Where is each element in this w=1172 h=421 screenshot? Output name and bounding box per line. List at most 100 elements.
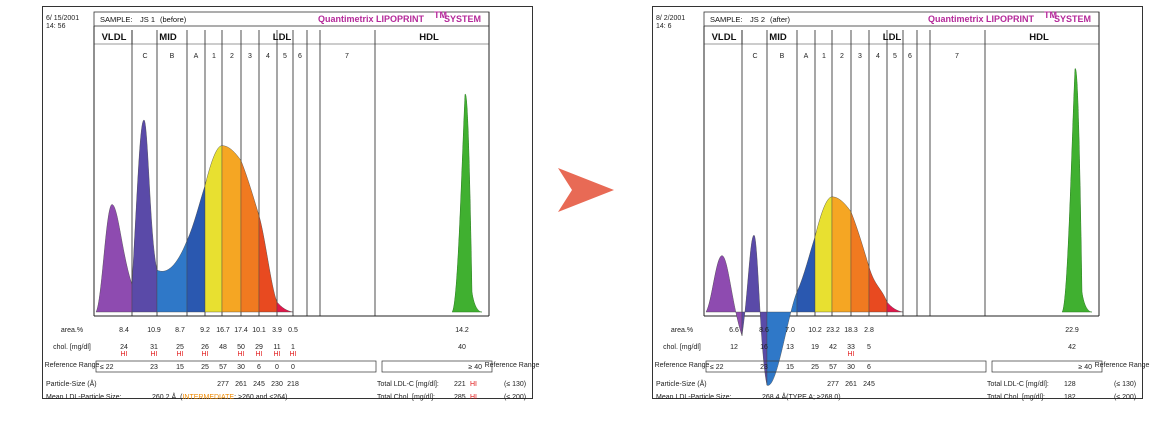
report-frame — [652, 6, 1143, 399]
chol-hi-flag: HI — [290, 351, 297, 358]
subfraction-area — [131, 119, 158, 313]
subfraction-label: 3 — [858, 53, 862, 60]
chol-hi-flag: HI — [202, 351, 209, 358]
subfraction-label: 6 — [298, 53, 302, 60]
ref-value: 30 — [237, 364, 245, 371]
area-value: 8.6 — [759, 327, 769, 334]
total-chol-flag: HI — [470, 394, 477, 401]
particle-size: 245 — [863, 381, 875, 388]
ref-value: 15 — [176, 364, 184, 371]
mean-size-value: 268.4 Å — [762, 392, 786, 401]
subfraction-label: 4 — [266, 53, 270, 60]
total-chol-value: 285 — [454, 394, 466, 401]
ref-le: ≤ 22 — [100, 364, 114, 371]
chol-value: 31 — [150, 344, 158, 351]
row-label-particle: Particle-Size (Å) — [656, 379, 707, 388]
total-chol-value: 182 — [1064, 394, 1076, 401]
arrow-shape — [558, 168, 614, 212]
chol-value: 13 — [786, 344, 794, 351]
chol-value: 16 — [760, 344, 768, 351]
ref-range-box — [95, 360, 377, 373]
sample-state: (after) — [770, 15, 791, 24]
row-label-ref: Reference Range — [45, 362, 100, 369]
row-label-mean: Mean LDL-Particle Size: — [656, 394, 732, 401]
mean-size-line: 260.2 Å (INTERMEDIATE: >260 and <264) — [152, 392, 287, 401]
hdl-area-value: 22.9 — [1065, 327, 1079, 334]
subfraction-label: 7 — [345, 53, 349, 60]
chol-value: 48 — [219, 344, 227, 351]
area-value: 10.1 — [252, 327, 266, 334]
row-label-mean: Mean LDL-Particle Size: — [46, 394, 122, 401]
subfraction-label: 5 — [283, 53, 287, 60]
area-value: 10.2 — [808, 327, 822, 334]
chol-hi-flag: HI — [256, 351, 263, 358]
sample-state: (before) — [160, 15, 187, 24]
transition-arrow-icon — [558, 168, 614, 212]
group-ldl: LDL — [273, 32, 292, 43]
brand-name: Quantimetrix LIPOPRINT — [928, 14, 1035, 24]
mean-type: (TYPE A; ≥268.0) — [786, 394, 840, 401]
brand-tm: TM — [434, 10, 447, 20]
total-chol-label: Total Chol. [mg/dl]: — [377, 394, 435, 401]
total-ldl-value: 221 — [454, 381, 466, 388]
group-ldl: LDL — [883, 32, 902, 43]
chol-value: 12 — [730, 344, 738, 351]
chol-value: 11 — [273, 344, 280, 351]
row-label-particle: Particle-Size (Å) — [46, 379, 97, 388]
ref-value: 25 — [811, 364, 819, 371]
subfraction-label: A — [804, 53, 809, 60]
group-mid: MID — [159, 32, 177, 43]
row-label-area: area.% — [61, 327, 83, 334]
sample-name: JS 1 — [140, 15, 155, 24]
group-mid: MID — [769, 32, 787, 43]
group-vldl: VLDL — [712, 32, 737, 43]
mean-size-line: 268.4 Å(TYPE A; ≥268.0) — [762, 392, 841, 401]
subfraction-area — [741, 234, 768, 386]
mean-type: INTERMEDIATE — [182, 394, 234, 401]
mean-rest: : >260 and <264) — [234, 394, 287, 401]
hdl-chol-value: 42 — [1068, 344, 1076, 351]
ref-range-box — [705, 360, 987, 373]
total-chol-label: Total Chol. [mg/dl]: — [987, 394, 1045, 401]
row-label-ref-right: Reference Range — [485, 362, 540, 369]
brand-tm: TM — [1044, 10, 1057, 20]
chol-value: 1 — [291, 344, 295, 351]
area-value: 18.3 — [844, 327, 858, 334]
chol-hi-flag: HI — [848, 351, 855, 358]
row-label-ref: Reference Range — [655, 362, 710, 369]
total-ldl-flag: HI — [470, 381, 477, 388]
total-chol-ref: (≤ 200) — [504, 394, 526, 401]
chol-value: 24 — [120, 344, 128, 351]
area-value: 10.9 — [147, 327, 161, 334]
subfraction-area — [886, 301, 904, 313]
brand-suffix: SYSTEM — [444, 14, 481, 24]
mean-open: ( — [180, 394, 183, 401]
subfraction-label: A — [194, 53, 199, 60]
subfraction-label: 3 — [248, 53, 252, 60]
group-hdl: HDL — [1029, 32, 1049, 43]
ref-value: 57 — [219, 364, 227, 371]
brand-suffix: SYSTEM — [1054, 14, 1091, 24]
chol-value: 26 — [201, 344, 209, 351]
brand-name: Quantimetrix LIPOPRINT — [318, 14, 425, 24]
particle-size: 218 — [287, 381, 299, 388]
area-value: 9.2 — [200, 327, 210, 334]
subfraction-area — [831, 196, 852, 313]
report-frame — [42, 6, 533, 399]
subfraction-label: 2 — [230, 53, 234, 60]
report-date: 8/ 2/2001 — [656, 15, 685, 22]
subfraction-label: 1 — [822, 53, 826, 60]
chol-hi-flag: HI — [177, 351, 184, 358]
chol-value: 19 — [811, 344, 819, 351]
ref-value: 23 — [150, 364, 158, 371]
area-value: 23.2 — [826, 327, 840, 334]
ref-value: 0 — [275, 364, 279, 371]
area-value: 8.7 — [175, 327, 185, 334]
total-ldl-label: Total LDL-C [mg/dl]: — [377, 381, 439, 388]
subfraction-label: 2 — [840, 53, 844, 60]
chol-value: 29 — [255, 344, 263, 351]
subfraction-label: 4 — [876, 53, 880, 60]
chol-value: 5 — [867, 344, 871, 351]
chol-value: 50 — [237, 344, 245, 351]
chol-value: 33 — [847, 344, 855, 351]
